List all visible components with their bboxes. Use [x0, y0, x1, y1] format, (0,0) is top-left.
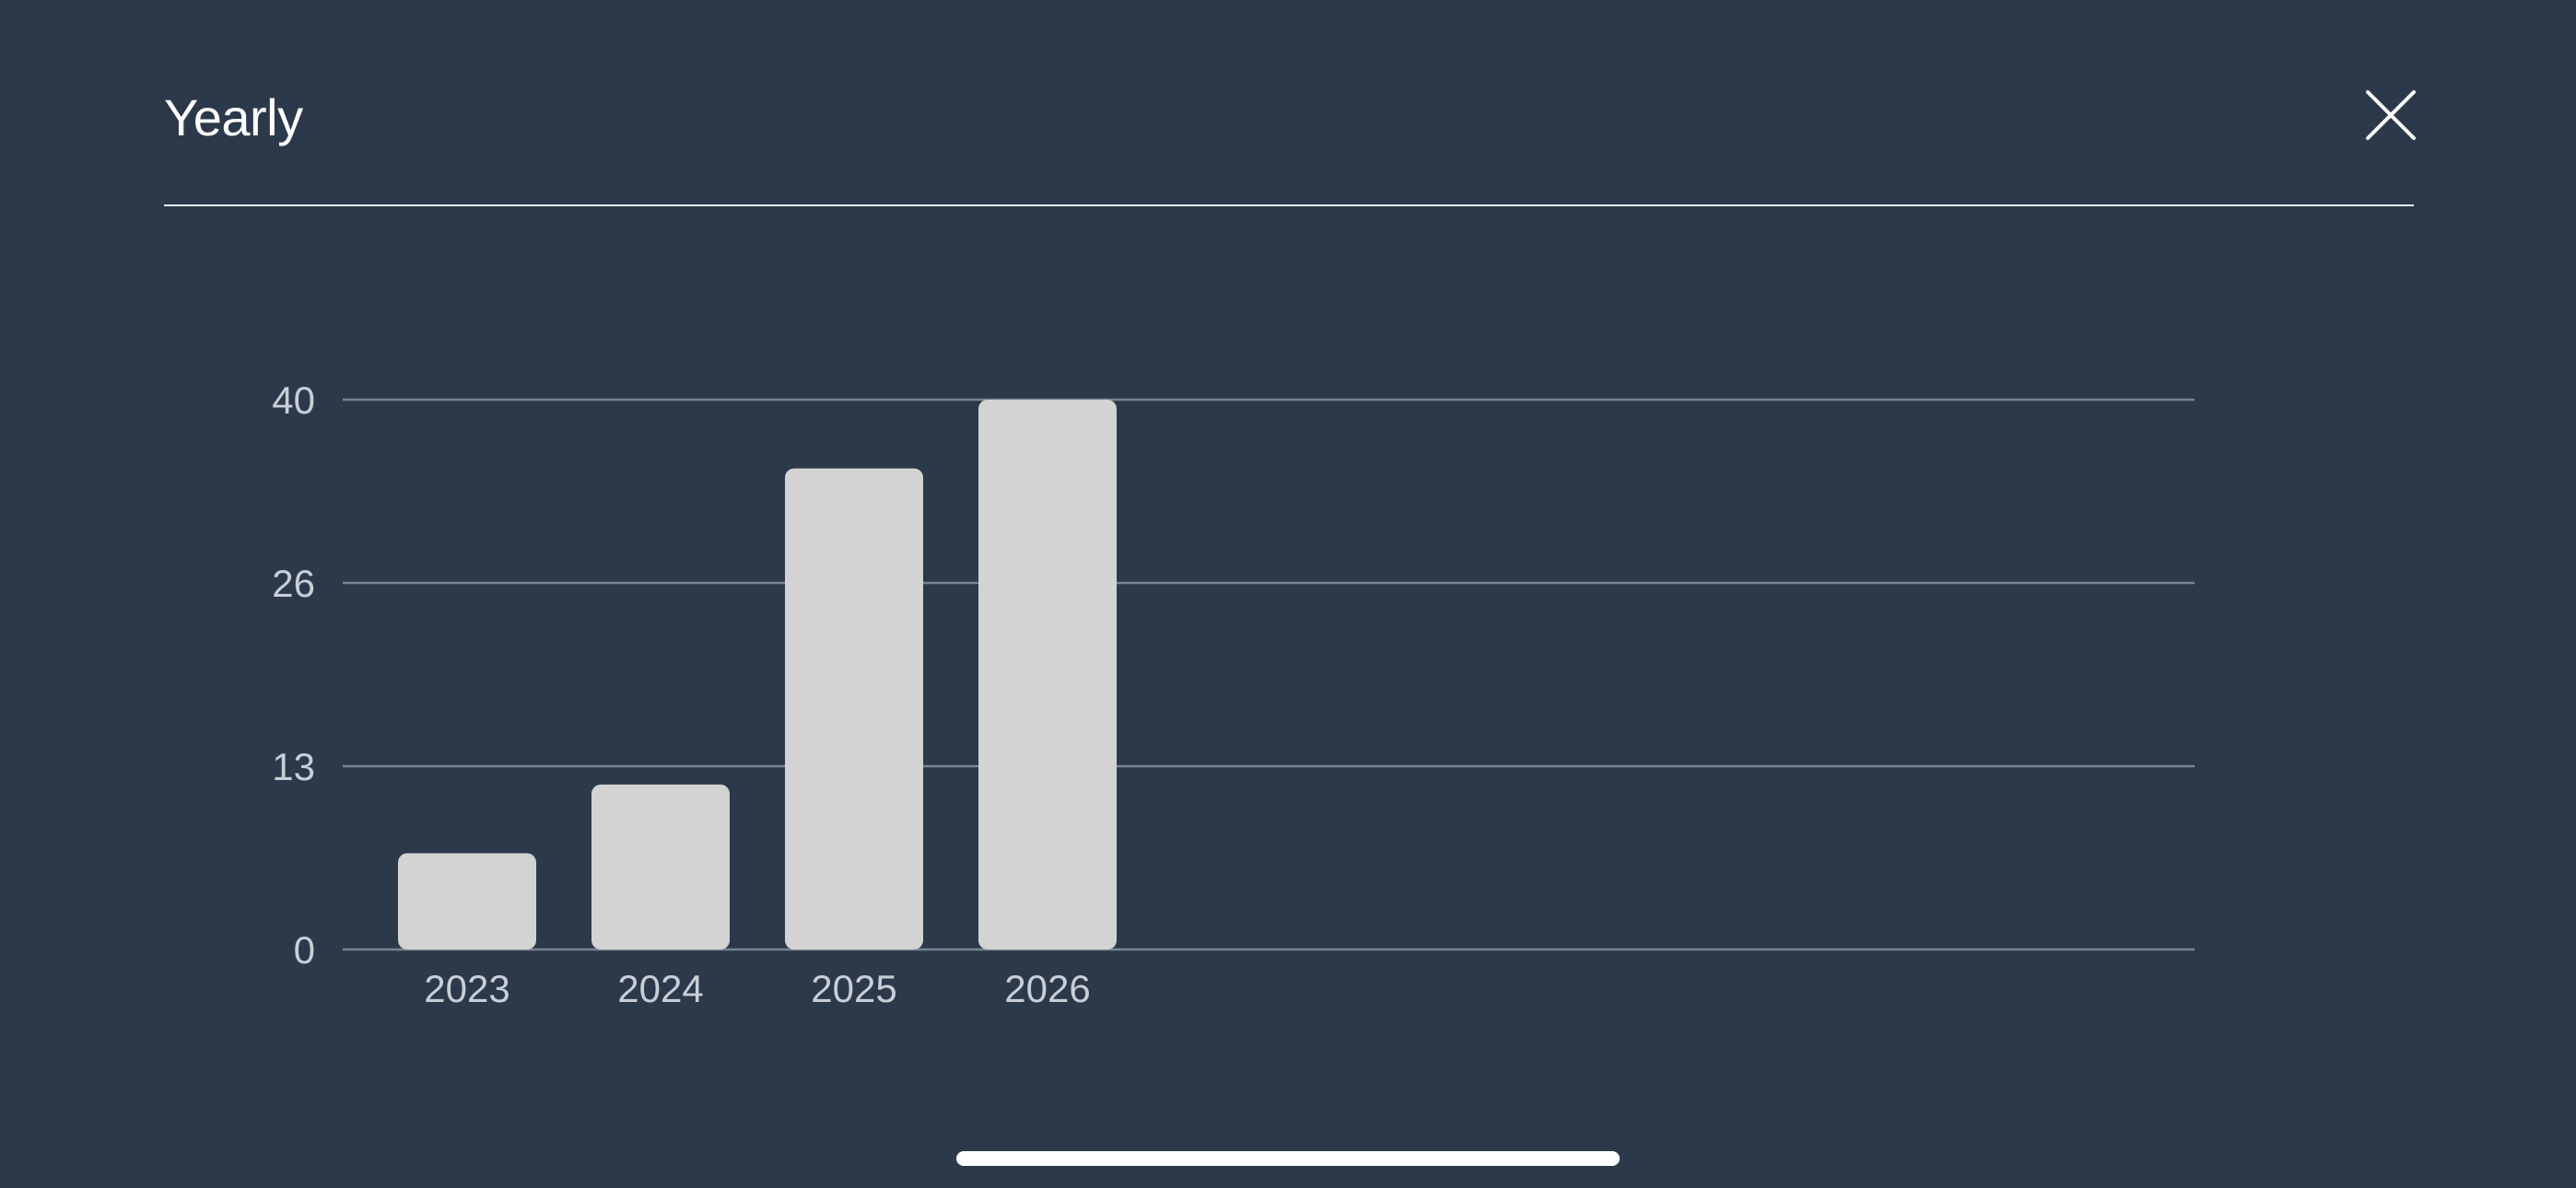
sheet-header: Yearly: [164, 0, 2416, 206]
y-tick-label: 13: [272, 745, 315, 788]
y-tick-label: 40: [272, 379, 315, 422]
x-tick-label-2026: 2026: [1004, 967, 1090, 1010]
home-indicator[interactable]: [956, 1151, 1620, 1166]
bar-2025[interactable]: [785, 468, 923, 949]
bar-2023[interactable]: [398, 853, 536, 949]
header-divider: [164, 204, 2414, 206]
x-tick-label-2023: 2023: [424, 967, 509, 1010]
y-tick-label: 0: [294, 928, 315, 972]
x-axis-labels: 2023 2024 2025 2026: [424, 967, 1090, 1010]
y-axis-ticks: 0 13 26 40: [272, 379, 315, 972]
page-title: Yearly: [164, 88, 303, 146]
close-icon: [2366, 90, 2416, 140]
bar-2024[interactable]: [591, 784, 730, 949]
y-tick-label: 26: [272, 562, 315, 605]
chart-bars: [398, 400, 1117, 949]
x-tick-label-2025: 2025: [811, 967, 896, 1010]
x-tick-label-2024: 2024: [617, 967, 703, 1010]
bar-2026[interactable]: [978, 400, 1117, 949]
close-button[interactable]: [2345, 69, 2437, 161]
